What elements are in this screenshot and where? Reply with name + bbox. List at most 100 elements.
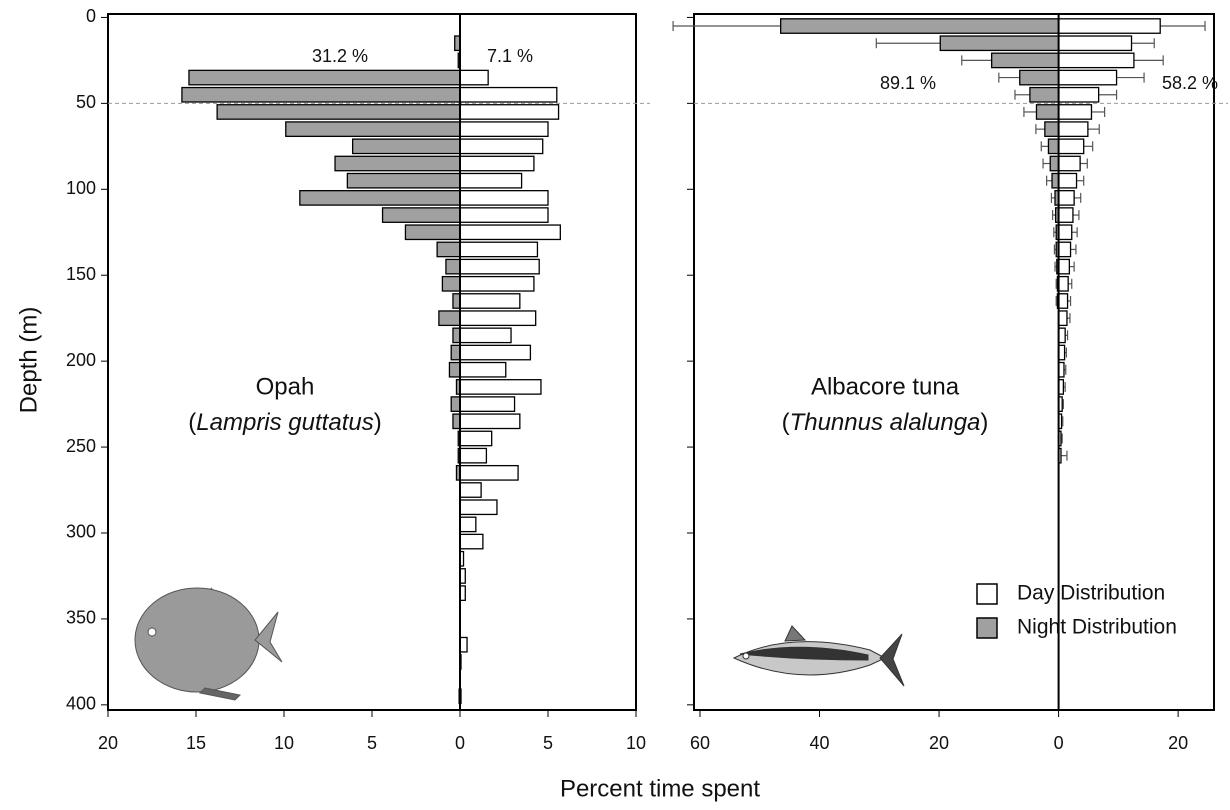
bar bbox=[1057, 86, 1100, 103]
y-tick-label: 300 bbox=[66, 522, 96, 542]
y-tick-label: 100 bbox=[66, 178, 96, 198]
day-percent: 58.2 % bbox=[1162, 73, 1218, 93]
bar bbox=[1057, 155, 1081, 172]
bar bbox=[450, 344, 461, 361]
bar bbox=[441, 275, 461, 292]
bar bbox=[181, 86, 461, 103]
bar bbox=[459, 190, 549, 206]
bar bbox=[346, 172, 461, 189]
bar bbox=[1057, 104, 1093, 120]
bar bbox=[1057, 224, 1073, 241]
x-tick-label: 10 bbox=[626, 733, 646, 753]
bar bbox=[459, 396, 516, 412]
bar bbox=[459, 172, 523, 189]
scientific-name-part: Thunnus alalunga bbox=[790, 409, 981, 436]
bar bbox=[780, 18, 1060, 34]
common-name: Albacore tuna bbox=[811, 373, 960, 400]
bar bbox=[351, 138, 461, 155]
bar bbox=[1057, 52, 1135, 69]
bar bbox=[1057, 69, 1118, 86]
bar bbox=[459, 464, 519, 481]
bar bbox=[459, 533, 484, 550]
bar bbox=[188, 69, 461, 86]
bar bbox=[452, 413, 461, 430]
bar bbox=[459, 104, 560, 120]
common-name: Opah bbox=[256, 373, 315, 400]
bar bbox=[1057, 172, 1078, 189]
bar bbox=[459, 636, 468, 653]
bar bbox=[1057, 138, 1085, 155]
opah-illustration bbox=[134, 587, 283, 701]
scientific-name-part: ( bbox=[188, 409, 196, 436]
bar bbox=[459, 430, 493, 447]
bar bbox=[459, 155, 535, 172]
bar bbox=[334, 155, 461, 172]
legend-swatch bbox=[976, 583, 998, 605]
bar bbox=[459, 482, 482, 498]
bar bbox=[459, 86, 558, 103]
x-tick-label: 15 bbox=[186, 733, 206, 753]
bar bbox=[1057, 241, 1072, 258]
bar bbox=[436, 241, 461, 258]
plot-frame bbox=[693, 13, 1215, 711]
bar bbox=[1047, 138, 1060, 155]
y-axis-label: Depth (m) bbox=[15, 307, 42, 414]
bar bbox=[1029, 86, 1060, 103]
bar bbox=[1057, 275, 1069, 292]
bar bbox=[459, 69, 489, 86]
bar bbox=[448, 361, 461, 378]
x-tick-label: 20 bbox=[98, 733, 118, 753]
tuna-illustration bbox=[732, 625, 905, 687]
x-tick-label: 60 bbox=[690, 733, 710, 753]
y-tick-label: 400 bbox=[66, 694, 96, 714]
x-tick-label: 20 bbox=[1168, 733, 1188, 753]
y-tick-label: 250 bbox=[66, 436, 96, 456]
bar bbox=[991, 52, 1060, 69]
bar bbox=[1057, 18, 1161, 34]
night-percent: 31.2 % bbox=[312, 46, 368, 66]
bar bbox=[299, 190, 461, 206]
bar bbox=[459, 327, 512, 344]
bar bbox=[381, 207, 461, 223]
x-tick-label: 0 bbox=[1054, 733, 1064, 753]
bar bbox=[285, 121, 461, 138]
bar bbox=[1057, 121, 1089, 138]
bar bbox=[459, 121, 549, 138]
bar bbox=[216, 104, 461, 120]
y-tick-label: 50 bbox=[76, 92, 96, 112]
x-tick-label: 5 bbox=[367, 733, 377, 753]
scientific-name-part: Lampris guttatus bbox=[196, 409, 373, 436]
bar bbox=[459, 344, 532, 361]
y-tick-label: 200 bbox=[66, 350, 96, 370]
bar bbox=[452, 327, 461, 344]
bar bbox=[450, 396, 461, 412]
bar bbox=[459, 361, 507, 378]
bar bbox=[459, 293, 521, 309]
bar bbox=[459, 258, 540, 275]
bar bbox=[459, 275, 535, 292]
y-tick-label: 150 bbox=[66, 264, 96, 284]
scientific-name-part: ) bbox=[374, 409, 382, 436]
bar bbox=[459, 413, 521, 430]
bar bbox=[459, 241, 539, 258]
bar bbox=[939, 35, 1060, 52]
scientific-name: (Lampris guttatus) bbox=[188, 409, 381, 436]
bar bbox=[404, 224, 461, 241]
bar bbox=[1057, 190, 1075, 206]
bar bbox=[459, 310, 537, 327]
bar bbox=[1049, 155, 1060, 172]
x-tick-label: 40 bbox=[810, 733, 830, 753]
bar bbox=[452, 293, 461, 309]
bar bbox=[459, 207, 549, 223]
bar bbox=[459, 499, 498, 516]
bar bbox=[459, 379, 542, 395]
x-tick-label: 20 bbox=[929, 733, 949, 753]
bar bbox=[1057, 258, 1071, 275]
bar bbox=[1044, 121, 1060, 138]
bar bbox=[459, 447, 488, 464]
bar bbox=[459, 138, 544, 155]
bar bbox=[1057, 293, 1069, 309]
bar bbox=[1057, 35, 1133, 52]
x-tick-label: 0 bbox=[455, 733, 465, 753]
